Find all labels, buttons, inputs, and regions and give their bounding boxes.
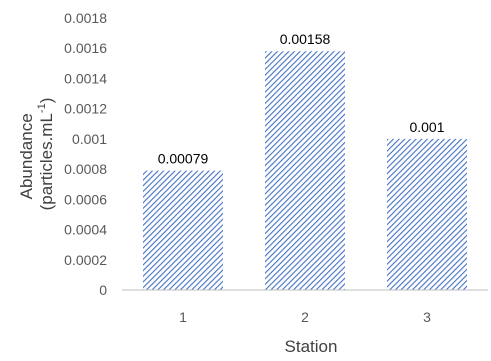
- data-labels: 0.00079 0.00158 0.001: [158, 31, 445, 166]
- x-axis-title: Station: [285, 337, 338, 356]
- y-axis-title-line2-end: ): [37, 98, 56, 104]
- y-tick-label: 0.0002: [64, 252, 107, 268]
- y-tick-label: 0.0012: [64, 101, 107, 117]
- bar: [265, 51, 345, 290]
- y-tick-label: 0.0004: [64, 222, 107, 238]
- x-axis-ticks: 1 2 3: [179, 309, 431, 325]
- y-tick-label: 0.0006: [64, 191, 107, 207]
- bar: [143, 170, 223, 290]
- y-tick-label: 0.001: [72, 131, 107, 147]
- x-tick-label: 1: [179, 309, 187, 325]
- y-axis-title-line1: Abundance: [17, 113, 36, 199]
- x-tick-label: 2: [301, 309, 309, 325]
- y-tick-label: 0.0014: [64, 70, 107, 86]
- y-tick-label: 0.0016: [64, 40, 107, 56]
- y-axis-title-superscript: -1: [36, 103, 48, 113]
- data-label: 0.001: [409, 119, 444, 135]
- y-tick-label: 0.0018: [64, 10, 107, 26]
- data-label: 0.00079: [158, 151, 209, 167]
- x-tick-label: 3: [423, 309, 431, 325]
- bars: [143, 51, 467, 290]
- y-axis-title-line2: (particles.mL-1): [36, 98, 56, 211]
- y-tick-label: 0.0008: [64, 161, 107, 177]
- y-axis-title-line2-base: (particles.mL: [37, 113, 56, 210]
- data-label: 0.00158: [280, 31, 331, 47]
- y-tick-label: 0: [99, 282, 107, 298]
- y-axis-title: Abundance (particles.mL-1): [17, 98, 56, 211]
- bar: [387, 138, 467, 290]
- y-axis-ticks: 0 0.0002 0.0004 0.0006 0.0008 0.001 0.0012 0.00…: [64, 10, 107, 298]
